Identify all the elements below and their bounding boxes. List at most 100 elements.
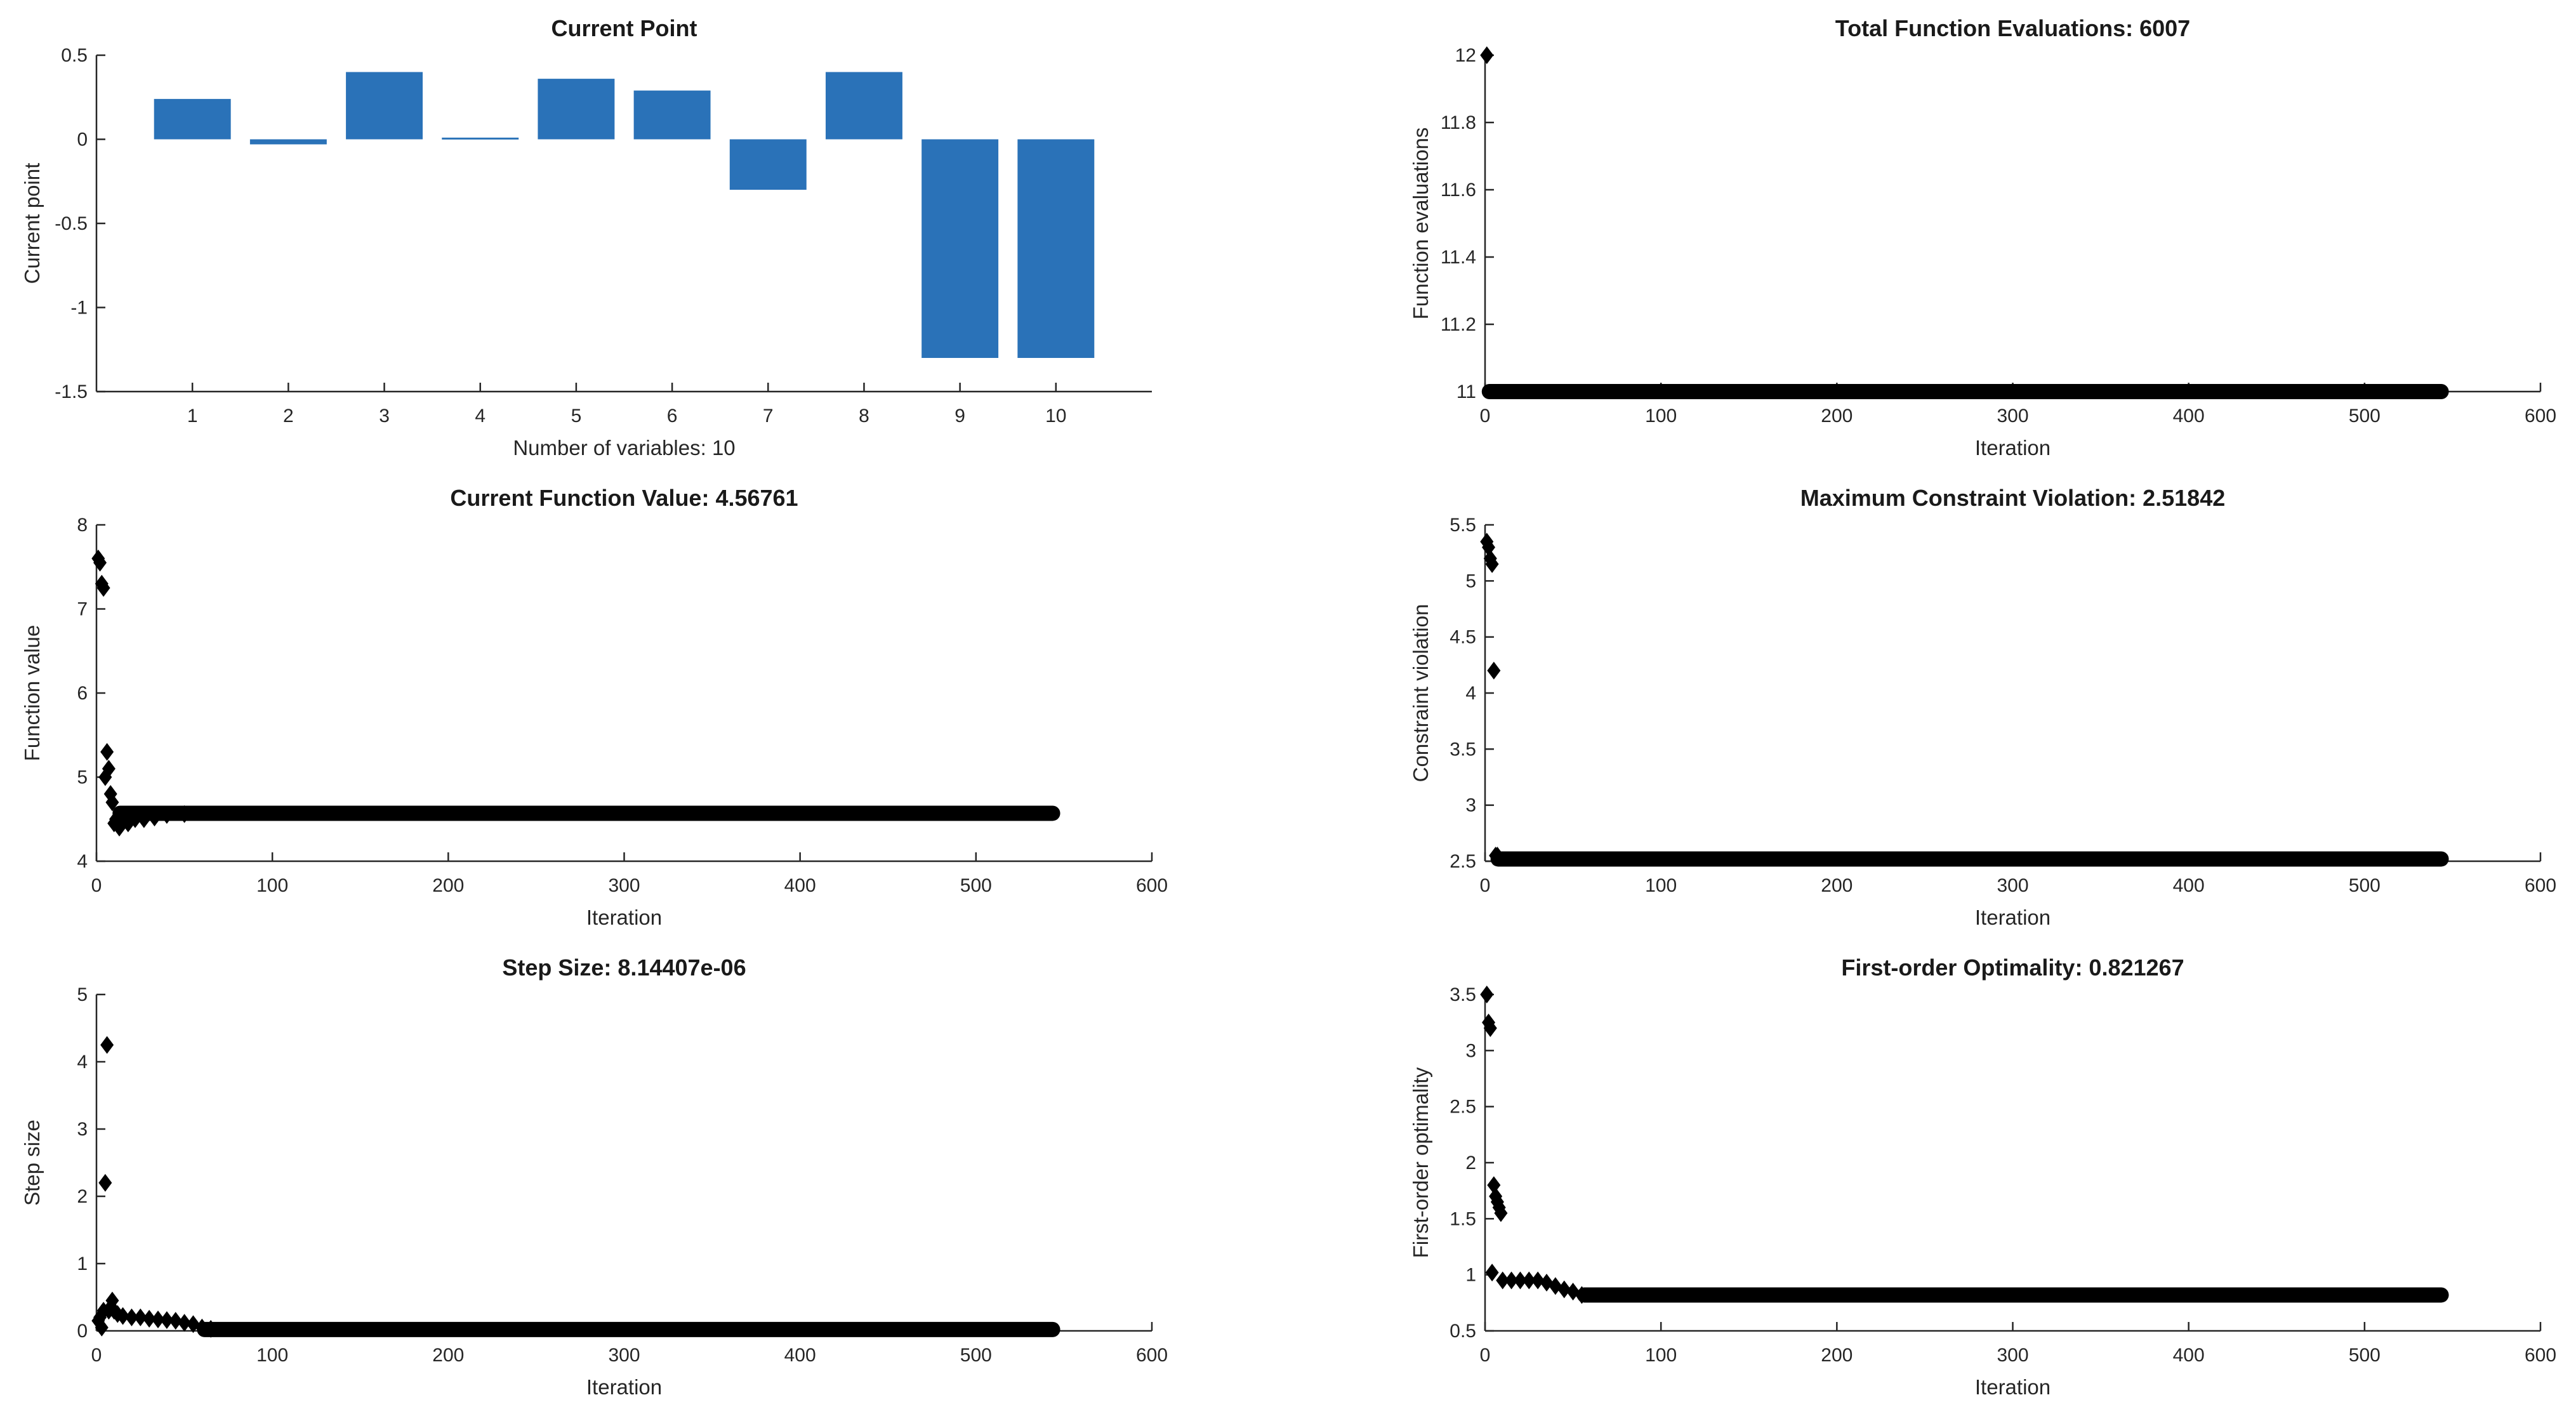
current-point-xlabel: Number of variables: 10 <box>513 436 735 459</box>
first-order-optimality-xtick-label: 200 <box>1821 1345 1853 1366</box>
current-point-bar-2 <box>249 139 327 145</box>
current-function-value-ytick-label: 5 <box>77 767 88 788</box>
step-size-point <box>98 1173 112 1192</box>
maximum-constraint-violation-title: Maximum Constraint Violation: 2.51842 <box>1800 485 2226 511</box>
first-order-optimality-xtick-label: 100 <box>1645 1345 1677 1366</box>
total-function-evaluations-ytick-label: 11.8 <box>1441 112 1476 133</box>
maximum-constraint-violation-point <box>1487 661 1501 680</box>
current-point-panel: Current Point -1.5 -1 -0.5 0 0.5 1 2 3 4 5 6 7 8 9 10 Nu… <box>20 15 1152 459</box>
total-function-evaluations-ytick-label: 11.6 <box>1441 180 1476 201</box>
current-function-value-xtick-label: 100 <box>256 875 288 896</box>
step-size-ytick-label: 1 <box>77 1253 88 1274</box>
current-point-ytick-label: -1.5 <box>55 381 88 402</box>
current-function-value-xtick-label: 300 <box>608 875 640 896</box>
maximum-constraint-violation-xtick-label: 400 <box>2173 875 2205 896</box>
total-function-evaluations-ytick-label: 11.4 <box>1441 247 1476 268</box>
current-point-xtick-label: 5 <box>571 406 582 426</box>
step-size-xtick-label: 0 <box>91 1345 102 1366</box>
first-order-optimality-ytick-label: 1.5 <box>1450 1208 1476 1229</box>
current-function-value-xtick-label: 400 <box>784 875 816 896</box>
current-point-ylabel: Current point <box>20 163 44 284</box>
step-size-point <box>204 1319 218 1338</box>
current-point-bar-10 <box>1017 139 1095 358</box>
step-size-point <box>100 1036 114 1054</box>
current-point-ytick-label: 0 <box>77 129 88 150</box>
current-function-value-point <box>102 760 116 778</box>
step-size-point <box>124 1308 138 1326</box>
step-size-point <box>178 1314 192 1332</box>
maximum-constraint-violation-xlabel: Iteration <box>1975 906 2051 929</box>
maximum-constraint-violation-ytick-label: 4.5 <box>1450 627 1476 648</box>
maximum-constraint-violation-ytick-label: 4 <box>1465 683 1476 704</box>
first-order-optimality-xlabel: Iteration <box>1975 1375 2051 1399</box>
current-function-value-xlabel: Iteration <box>586 906 662 929</box>
current-point-xtick-label: 10 <box>1045 406 1066 426</box>
current-point-xtick-label: 8 <box>859 406 869 426</box>
first-order-optimality-xtick-label: 0 <box>1480 1345 1491 1366</box>
first-order-optimality-point <box>1494 1204 1508 1222</box>
current-point-bar-1 <box>154 98 231 140</box>
total-function-evaluations-xtick-label: 100 <box>1645 406 1677 426</box>
maximum-constraint-violation-panel: Maximum Constraint Violation: 2.51842 2.5… <box>1409 485 2556 929</box>
current-point-xtick-label: 1 <box>187 406 198 426</box>
step-size-ytick-label: 3 <box>77 1119 88 1140</box>
step-size-xlabel: Iteration <box>586 1375 662 1399</box>
total-function-evaluations-xtick-label: 200 <box>1821 406 1853 426</box>
current-function-value-title: Current Function Value: 4.56761 <box>450 485 798 511</box>
first-order-optimality-xtick-label: 400 <box>2173 1345 2205 1366</box>
maximum-constraint-violation-xtick-label: 200 <box>1821 875 1853 896</box>
current-function-value-point <box>178 805 192 823</box>
current-point-bar-5 <box>538 79 615 140</box>
total-function-evaluations-title: Total Function Evaluations: 6007 <box>1835 15 2190 41</box>
maximum-constraint-violation-ytick-label: 5.5 <box>1450 515 1476 536</box>
total-function-evaluations-ytick-label: 12 <box>1455 45 1476 66</box>
first-order-optimality-point <box>1480 986 1494 1003</box>
current-point-xtick-label: 7 <box>763 406 774 426</box>
step-size-plateau-markers <box>197 1321 1060 1337</box>
maximum-constraint-violation-xtick-label: 100 <box>1645 875 1677 896</box>
current-point-xtick-label: 3 <box>379 406 390 426</box>
step-size-point <box>169 1312 183 1330</box>
total-function-evaluations-ytick-label: 11 <box>1456 381 1476 402</box>
first-order-optimality-ytick-label: 2.5 <box>1450 1097 1476 1118</box>
current-function-value-point <box>147 809 161 827</box>
current-point-ytick-label: 0.5 <box>61 45 88 66</box>
first-order-optimality-plateau-markers <box>1576 1287 2449 1303</box>
current-point-xtick-label: 2 <box>283 406 294 426</box>
current-point-bar-6 <box>633 90 711 140</box>
maximum-constraint-violation-xtick-label: 600 <box>2525 875 2556 896</box>
first-order-optimality-point <box>1483 1019 1497 1037</box>
maximum-constraint-violation-xtick-label: 500 <box>2349 875 2381 896</box>
first-order-optimality-point <box>1522 1271 1536 1290</box>
current-function-value-ytick-label: 4 <box>77 851 88 872</box>
maximum-constraint-violation-point <box>1490 847 1504 865</box>
step-size-xtick-label: 500 <box>960 1345 992 1366</box>
total-function-evaluations-xtick-label: 0 <box>1480 406 1491 426</box>
first-order-optimality-point <box>1513 1271 1527 1290</box>
total-function-evaluations-xtick-label: 300 <box>1997 406 2028 426</box>
current-point-ytick-label: -1 <box>70 298 88 319</box>
total-function-evaluations-xlabel: Iteration <box>1975 436 2051 459</box>
current-function-value-ylabel: Function value <box>20 625 44 762</box>
step-size-xtick-label: 100 <box>256 1345 288 1366</box>
maximum-constraint-violation-plateau-markers <box>1490 851 2449 867</box>
current-point-bar-7 <box>729 139 807 190</box>
first-order-optimality-ytick-label: 1 <box>1465 1265 1476 1286</box>
current-function-value-point <box>160 806 174 824</box>
current-function-value-point <box>105 793 119 812</box>
current-point-xtick-label: 6 <box>667 406 678 426</box>
maximum-constraint-violation-ytick-label: 3.5 <box>1450 739 1476 760</box>
step-size-xtick-label: 600 <box>1136 1345 1168 1366</box>
first-order-optimality-panel: First-order Optimality: 0.821267 0.5 1 1.5 2… <box>1409 955 2556 1399</box>
total-function-evaluations-point <box>1480 46 1494 64</box>
first-order-optimality-ytick-label: 2 <box>1465 1153 1476 1173</box>
step-size-point <box>142 1309 156 1328</box>
total-function-evaluations-ylabel: Function evaluations <box>1409 128 1432 320</box>
maximum-constraint-violation-xtick-label: 0 <box>1480 875 1491 896</box>
current-function-value-panel: Current Function Value: 4.56761 4 5 6 7 8 0 100… <box>20 485 1168 929</box>
step-size-ytick-label: 4 <box>77 1052 88 1073</box>
current-point-xtick-label: 9 <box>954 406 965 426</box>
current-function-value-ytick-label: 8 <box>77 515 88 536</box>
step-size-point <box>151 1310 165 1328</box>
